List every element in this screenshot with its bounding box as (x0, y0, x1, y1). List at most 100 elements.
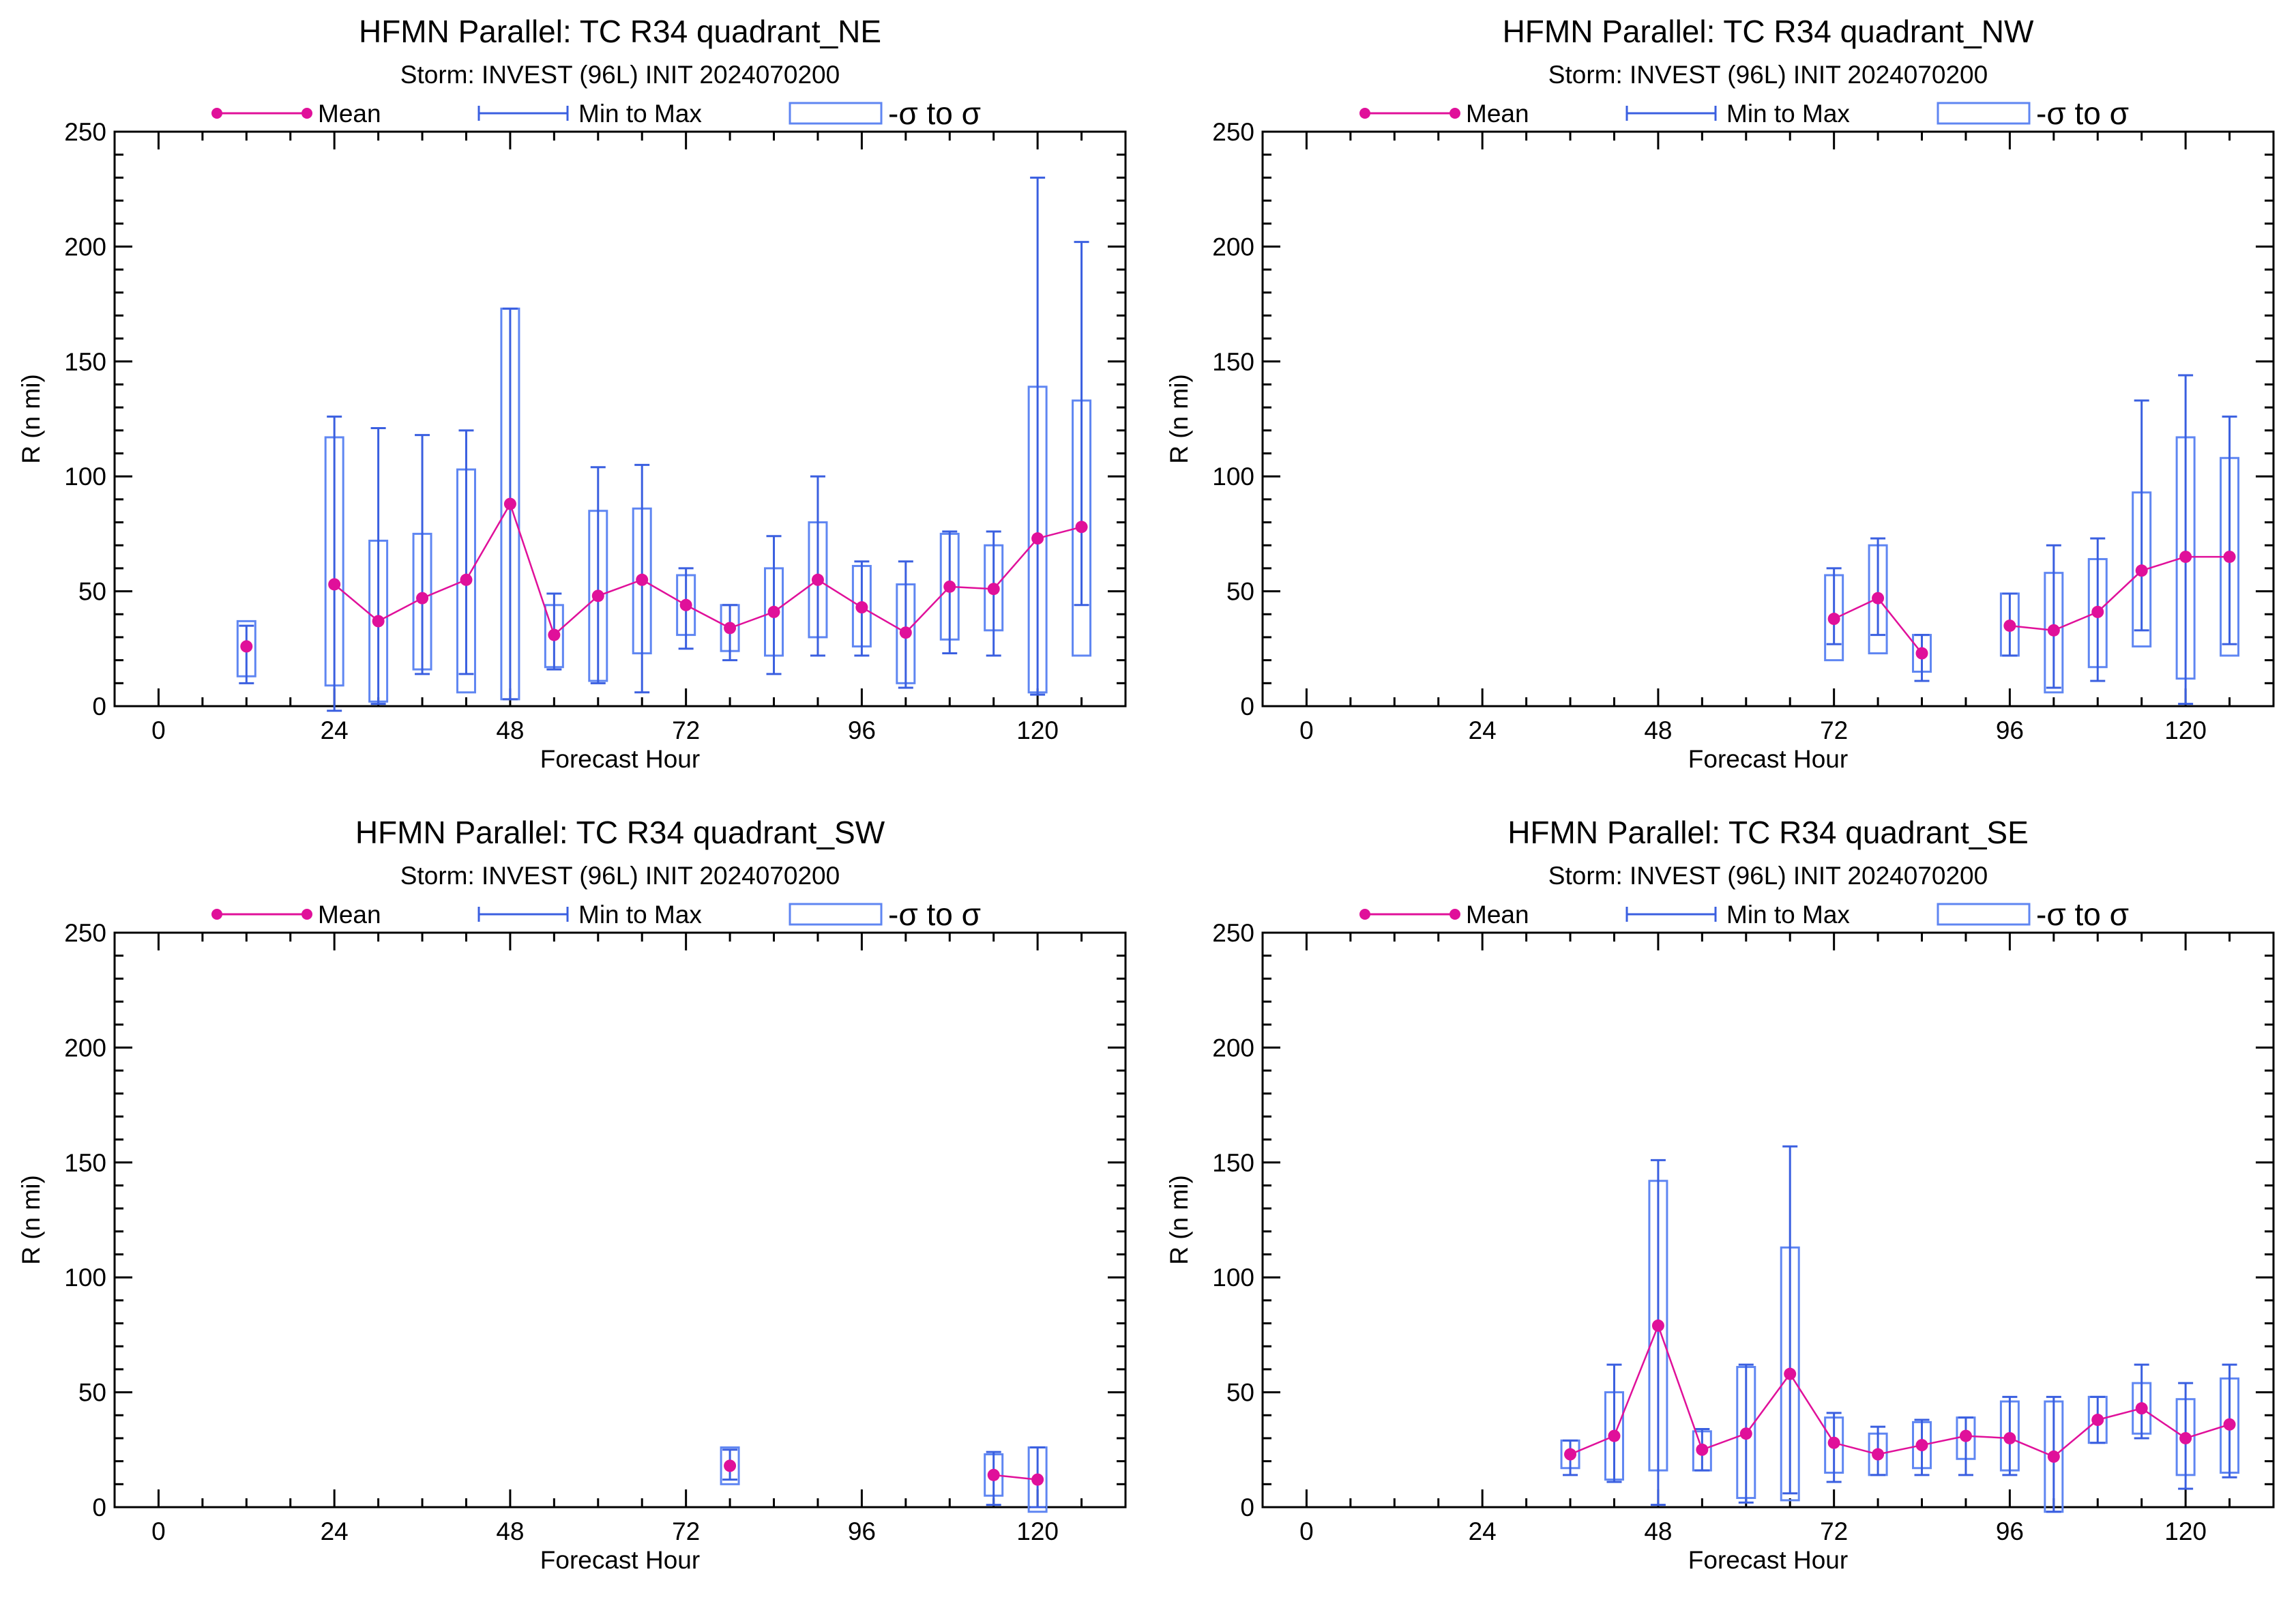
legend-mean-marker (211, 108, 222, 119)
plot-frame (1261, 130, 2275, 708)
mean-marker (1872, 592, 1885, 605)
y-tick-label: 150 (64, 1149, 106, 1177)
data-point-102h (896, 560, 916, 689)
data-point-126h (1072, 241, 1092, 657)
chart-title: HFMN Parallel: TC R34 quadrant_SE (1507, 815, 2029, 850)
mean-line-segment (1613, 1325, 1660, 1437)
chart-title: HFMN Parallel: TC R34 quadrant_SW (355, 815, 885, 850)
legend-mean-marker (1359, 108, 1370, 119)
legend-sigma-label: -σ to σ (2036, 897, 2129, 932)
mean-marker (987, 1468, 1000, 1481)
x-tick-label: 24 (321, 1517, 349, 1545)
mean-marker (2179, 551, 2192, 564)
data-point-60h (588, 466, 608, 684)
mean-marker (2047, 1450, 2060, 1463)
y-tick-label: 0 (1240, 1494, 1254, 1521)
y-tick-label: 150 (1212, 1149, 1254, 1177)
data-point-48h (1648, 1159, 1668, 1506)
mean-marker (2091, 1414, 2104, 1427)
x-tick-label: 120 (1016, 1517, 1059, 1545)
mean-line-segment (1834, 597, 1879, 620)
mean-line-segment (861, 607, 907, 634)
mean-line-segment (334, 583, 379, 622)
mean-marker (1959, 1429, 1972, 1442)
mean-marker (1608, 1429, 1621, 1442)
x-tick-label: 48 (496, 1517, 524, 1545)
chart-panel-sw: HFMN Parallel: TC R34 quadrant_SW Storm: … (17, 815, 1127, 1574)
mean-line-segment (1965, 1435, 2010, 1440)
x-tick-label: 0 (151, 716, 166, 744)
mean-line-segment (2140, 1408, 2186, 1439)
legend-mean-label: Mean (318, 901, 381, 929)
mean-marker (1827, 1436, 1840, 1449)
mean-line-segment (509, 504, 555, 635)
chart-title: HFMN Parallel: TC R34 quadrant_NE (359, 14, 881, 49)
mean-marker (2135, 1402, 2148, 1415)
legend-mean-label: Mean (318, 100, 381, 128)
mean-marker (240, 640, 253, 653)
data-point-90h (808, 475, 828, 657)
plot-frame (113, 931, 1127, 1509)
mean-line-segment (2053, 611, 2098, 632)
x-tick-label: 96 (848, 1517, 876, 1545)
y-tick-label: 250 (64, 118, 106, 146)
data-point-120h (1027, 176, 1048, 696)
mean-line-segment (1745, 1373, 1791, 1434)
mean-marker (899, 626, 912, 639)
sigma-box (720, 1446, 740, 1485)
mean-marker (1031, 1473, 1044, 1486)
data-point-84h (764, 535, 784, 675)
mean-marker (636, 573, 649, 586)
mean-line-segment (1701, 1433, 1747, 1451)
chart-legend: Mean Min to Max -σ to σ (1359, 897, 2129, 932)
mean-line-segment (686, 604, 731, 629)
mean-marker (328, 578, 341, 591)
mean-marker (1075, 521, 1088, 534)
y-tick-label: 200 (1212, 1034, 1254, 1062)
data-point-102h (2044, 544, 2064, 694)
data-point-90h (1956, 1416, 1976, 1476)
y-tick-label: 250 (1212, 919, 1254, 947)
mean-line-segment (2009, 1437, 2055, 1458)
y-tick-label: 100 (1212, 463, 1254, 491)
mean-marker (2223, 551, 2236, 564)
mean-line-segment (992, 538, 1039, 590)
mean-marker (724, 622, 737, 635)
mean-line-segment (1570, 1435, 1615, 1455)
legend-mean-marker (301, 108, 312, 119)
y-axis-label: R (n mi) (17, 374, 45, 464)
y-axis-label: R (n mi) (1165, 374, 1193, 464)
mean-marker (2179, 1431, 2192, 1444)
mean-marker (372, 615, 385, 628)
mean-marker (1564, 1448, 1577, 1461)
y-tick-label: 150 (64, 348, 106, 376)
x-axis-label: Forecast Hour (1688, 745, 1848, 773)
x-tick-label: 96 (848, 716, 876, 744)
data-point-42h (456, 429, 476, 694)
mean-line-segment (2141, 555, 2186, 572)
mean-line-segment (904, 585, 951, 634)
mean-line-segment (773, 579, 819, 613)
data-point-114h (2132, 1363, 2152, 1440)
mean-line-segment (422, 579, 467, 599)
legend-sigma-box (789, 102, 883, 125)
mean-marker (416, 592, 429, 605)
mean-marker (2223, 1418, 2236, 1431)
data-point-126h (2220, 416, 2240, 657)
x-axis-label: Forecast Hour (1688, 1546, 1848, 1574)
x-tick-label: 24 (1469, 1517, 1497, 1545)
data-point-84h (1912, 634, 1932, 682)
data-point-12h (236, 620, 256, 684)
data-point-36h (412, 434, 432, 675)
y-tick-label: 50 (78, 578, 106, 606)
mean-marker (811, 573, 824, 586)
mean-marker (1915, 1439, 1928, 1452)
x-tick-label: 72 (1820, 716, 1848, 744)
y-tick-label: 50 (1226, 578, 1254, 606)
x-tick-label: 48 (1644, 1517, 1672, 1545)
x-tick-label: 96 (1996, 716, 2024, 744)
mean-marker (1827, 613, 1840, 626)
mean-line-segment (993, 1474, 1038, 1481)
y-tick-label: 50 (78, 1379, 106, 1407)
